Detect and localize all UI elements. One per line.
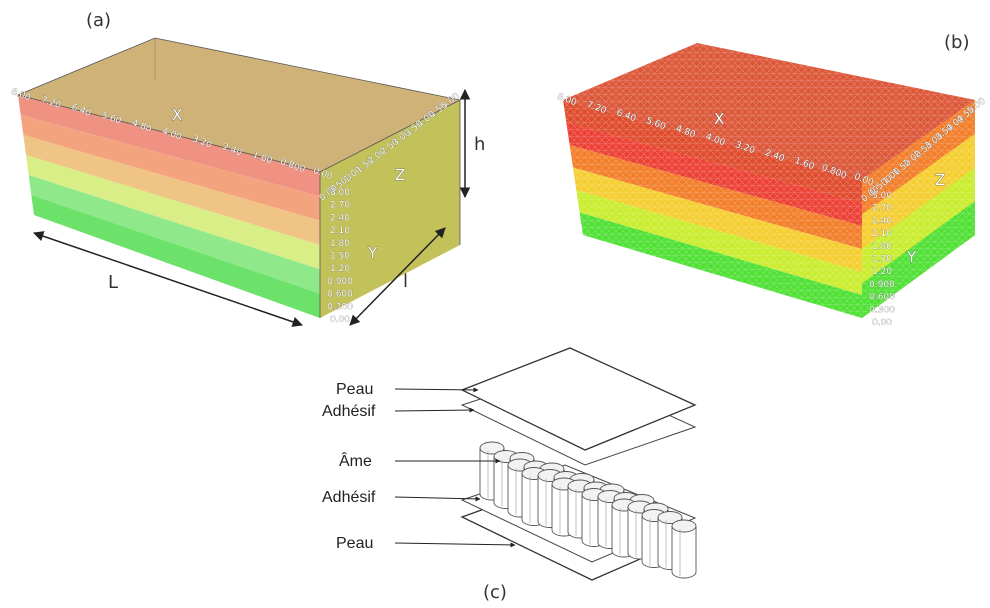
dimension-w-arrow [349, 227, 446, 326]
y-a-tick-2: 0.600 [327, 290, 353, 300]
panel-c: Peau Adhésif Âme Adhésif Peau (c) [322, 347, 697, 603]
dimension-l-label: L [108, 272, 118, 293]
box-a-layer-2 [23, 135, 320, 245]
y-a-tick-0: 0.00 [330, 315, 350, 325]
label-upper-adhesive: Adhésif [322, 403, 376, 420]
box-a-layer-1 [20, 115, 321, 221]
panel-c-label: (c) [483, 582, 507, 603]
panel-b-label: (b) [944, 32, 969, 53]
y-a-tick-4: 1.20 [330, 264, 350, 274]
y-b-tick-0: 0.00 [872, 318, 892, 328]
axis-x-label-b: X [714, 110, 724, 128]
box-b-top-mesh [563, 43, 975, 180]
y-a-tick-8: 2.40 [330, 213, 350, 223]
label-top-skin: Peau [336, 381, 373, 398]
panel-a-label: (a) [86, 10, 111, 31]
honeycomb-cell-wall-23 [671, 525, 697, 579]
label-bottom-skin: Peau [336, 535, 373, 552]
y-b-tick-4: 1.20 [872, 267, 892, 277]
y-b-tick-2: 0.600 [869, 293, 895, 303]
y-a-tick-5: 1.50 [330, 252, 350, 262]
y-a-tick-1: 0.300 [327, 302, 353, 312]
dimension-l-arrow [33, 231, 303, 327]
axis-x-label-a: X [172, 106, 182, 124]
axis-y-label-b: Y [906, 248, 917, 266]
honeycomb-cell-top-22 [657, 511, 683, 524]
y-a-tick-9: 2.70 [330, 201, 350, 211]
y-b-tick-7: 2.10 [872, 229, 892, 239]
axis-z-label-a: Z [395, 166, 405, 184]
label-core: Âme [339, 451, 372, 470]
y-axis-ticks-a: 0.00 0.300 0.600 0.900 1.20 1.50 1.80 2.10 2.40 2… [327, 188, 353, 325]
y-axis-ticks-b: 0.00 0.300 0.600 0.900 1.20 1.50 1.80 2.10 2.40 2… [869, 191, 895, 328]
label-lower-adhesive: Adhésif [322, 489, 376, 506]
axis-y-label-a: Y [367, 244, 378, 262]
honeycomb-cell-top-23 [671, 519, 697, 533]
axis-z-label-b: Z [935, 171, 945, 189]
leader-lines [394, 387, 516, 548]
y-b-tick-1: 0.300 [869, 305, 895, 315]
y-b-tick-5: 1.50 [872, 255, 892, 265]
box-a-top-face [18, 38, 460, 172]
y-b-tick-8: 2.40 [872, 216, 892, 226]
dimension-w-label: l [403, 271, 408, 292]
panel-b: (b) 8.00 7.20 6.40 5.60 4.80 4.00 3.20 2.40 1.60… [555, 32, 988, 328]
box-b-front-mesh [563, 100, 862, 318]
y-b-tick-10: 3.00 [872, 191, 892, 201]
y-b-tick-6: 1.80 [872, 242, 892, 252]
top-skin [460, 347, 697, 451]
y-b-tick-3: 0.900 [869, 280, 895, 290]
y-a-tick-6: 1.80 [330, 239, 350, 249]
y-a-tick-10: 3.00 [330, 188, 350, 198]
y-a-tick-7: 2.10 [330, 226, 350, 236]
y-b-tick-9: 2.70 [872, 204, 892, 214]
box-a-layer-0 [18, 95, 320, 197]
honeycomb-core [479, 441, 697, 579]
honeycomb-cell-top-0 [479, 441, 505, 455]
panel-a: (a) 8.00 7.20 6.40 5.60 4.80 4.00 3.20 2.40 1.60… [9, 10, 485, 327]
dimension-h-label: h [474, 134, 485, 155]
box-b-side-mesh [862, 100, 975, 318]
y-a-tick-3: 0.900 [327, 277, 353, 287]
